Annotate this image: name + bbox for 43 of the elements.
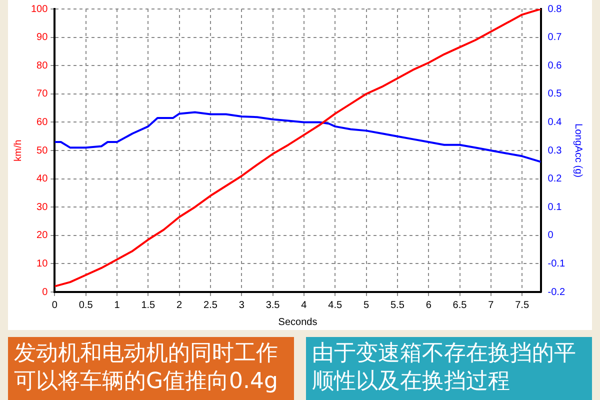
y2-tick-label: 0.3 — [548, 145, 562, 156]
y2-tick-label: -0.1 — [548, 258, 566, 270]
x-tick-label: 2.5 — [204, 300, 218, 311]
x-tick-label: 4 — [301, 300, 308, 311]
x-tick-label: 6.5 — [452, 300, 468, 311]
x-tick-label: 0.5 — [78, 300, 94, 311]
y-tick-label: 10 — [36, 258, 48, 270]
y-tick-label: 60 — [36, 116, 48, 128]
x-axis-title: Seconds — [278, 316, 318, 328]
x-tick-label: 2 — [176, 300, 183, 311]
x-tick-label: 1 — [114, 300, 120, 311]
x-tick-label: 6 — [426, 300, 432, 311]
y2-axis-title: LongAcc (g) — [572, 124, 584, 178]
y-tick-label: 40 — [36, 174, 48, 185]
text: 发动机和电动机的同时工作可以将车辆的G值推向0.4g — [8, 337, 294, 400]
y-tick-label: 70 — [36, 88, 48, 100]
y-tick-label: 20 — [36, 230, 48, 242]
y-tick-label: 80 — [36, 60, 48, 72]
y2-tick-label: -0.2 — [548, 286, 566, 298]
y2-tick-label: 0.5 — [548, 88, 562, 100]
x-tick-label: 4.5 — [328, 300, 343, 311]
y2-tick-label: 0.2 — [548, 174, 562, 185]
y-tick-label: 90 — [36, 32, 48, 44]
x-tick-label: 7 — [488, 300, 494, 311]
x-tick-label: 3.5 — [266, 300, 280, 311]
y-tick-label: 0 — [42, 286, 48, 298]
text: 由于变速箱不存在换挡的平顺性以及在换挡过程 — [306, 337, 592, 400]
y2-tick-label: 0.7 — [548, 32, 562, 44]
y2-tick-label: 0.4 — [548, 116, 562, 128]
x-tick-label: 3 — [238, 300, 245, 311]
x-tick-label: 5 — [363, 300, 370, 311]
y2-tick-label: 0.1 — [548, 202, 562, 213]
x-tick-label: 0 — [52, 300, 58, 311]
y-axis-title: km/h — [12, 140, 24, 162]
y2-tick-label: 0.6 — [548, 60, 562, 72]
x-tick-label: 5.5 — [390, 300, 405, 311]
y-tick-label: 100 — [30, 4, 48, 15]
x-tick-label: 1.5 — [141, 300, 156, 311]
x-tick-label: 7.5 — [515, 300, 530, 311]
y-tick-label: 30 — [36, 202, 48, 213]
y-tick-label: 50 — [36, 145, 48, 156]
y2-tick-label: 0 — [548, 230, 554, 242]
y2-tick-label: 0.8 — [548, 4, 562, 15]
